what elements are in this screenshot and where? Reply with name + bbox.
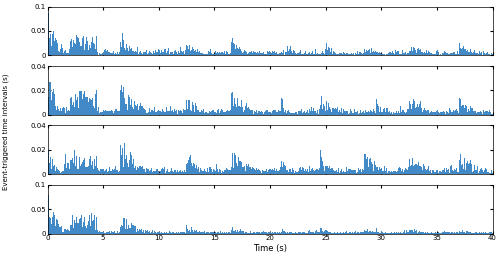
Text: Event-triggered time intervals (s): Event-triggered time intervals (s) — [2, 74, 10, 190]
X-axis label: Time (s): Time (s) — [253, 244, 287, 253]
